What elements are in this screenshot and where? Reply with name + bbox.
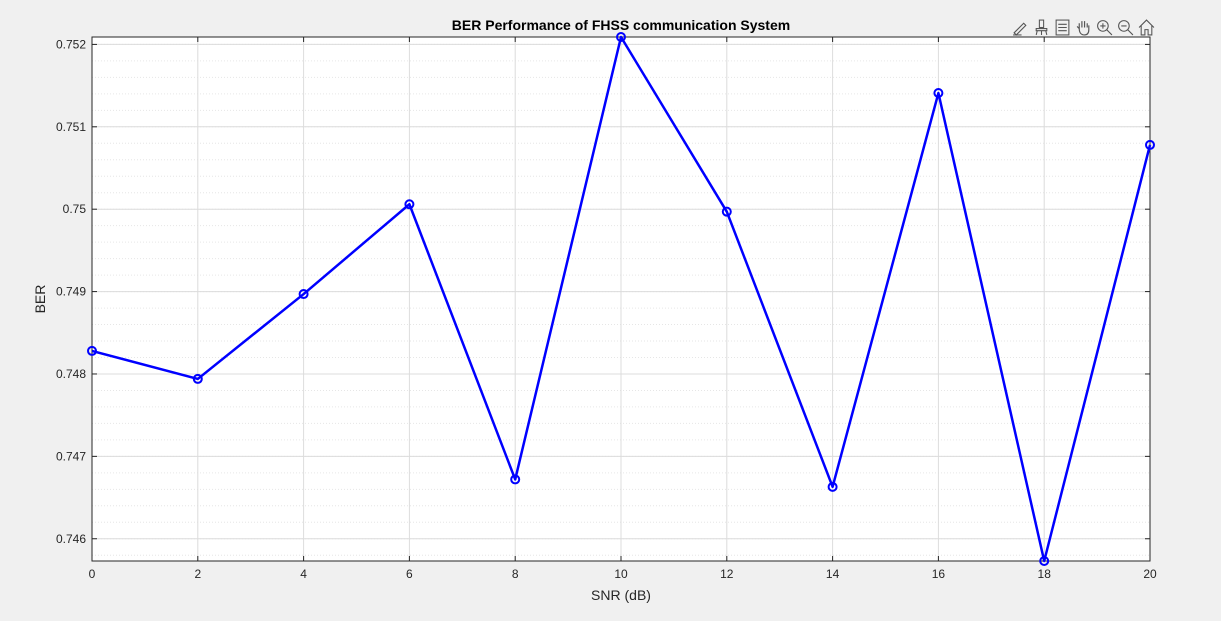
datatip-icon[interactable] [1052,17,1072,37]
y-tick-label: 0.75 [63,202,87,216]
data-point [192,373,203,384]
series-line [91,35,1152,563]
data-point [616,32,626,42]
axes-toolbar [1010,16,1156,38]
y-axis-label: BER [32,285,48,314]
x-tick-label: 10 [614,567,628,581]
data-point [87,345,97,356]
x-tick-label: 14 [826,567,840,581]
x-tick-label: 6 [406,567,413,581]
y-tick-label: 0.748 [56,367,86,381]
y-tick-label: 0.747 [56,449,86,463]
x-axis-label: SNR (dB) [591,587,651,603]
plot-area[interactable] [87,32,1155,566]
data-point [1145,139,1155,150]
data-point [1039,556,1050,566]
brush-icon[interactable] [1031,17,1051,37]
data-point [298,289,309,300]
data-point [510,474,521,485]
data-point [827,481,838,492]
zoom-out-icon[interactable] [1115,17,1135,37]
x-tick-label: 8 [512,567,519,581]
data-point [404,199,415,210]
x-tick-label: 20 [1143,567,1157,581]
x-tick-label: 2 [194,567,201,581]
zoom-in-icon[interactable] [1094,17,1114,37]
x-tick-label: 18 [1038,567,1052,581]
chart-title: BER Performance of FHSS communication Sy… [452,17,790,33]
pan-icon[interactable] [1073,17,1093,37]
y-tick-label: 0.751 [56,120,86,134]
x-tick-label: 12 [720,567,734,581]
y-tick-label: 0.746 [56,532,86,546]
edit-icon[interactable] [1010,17,1030,37]
x-tick-label: 0 [89,567,96,581]
data-point [721,206,732,217]
ticks: 0 2 4 6 8 10 12 14 16 18 20 0.746 0.747 0.748 0.749 0.7… [56,37,1157,581]
y-tick-label: 0.749 [56,285,86,299]
x-tick-label: 16 [932,567,946,581]
x-tick-label: 4 [300,567,307,581]
home-icon[interactable] [1136,17,1156,37]
y-tick-label: 0.752 [56,37,86,51]
data-point [933,88,944,99]
